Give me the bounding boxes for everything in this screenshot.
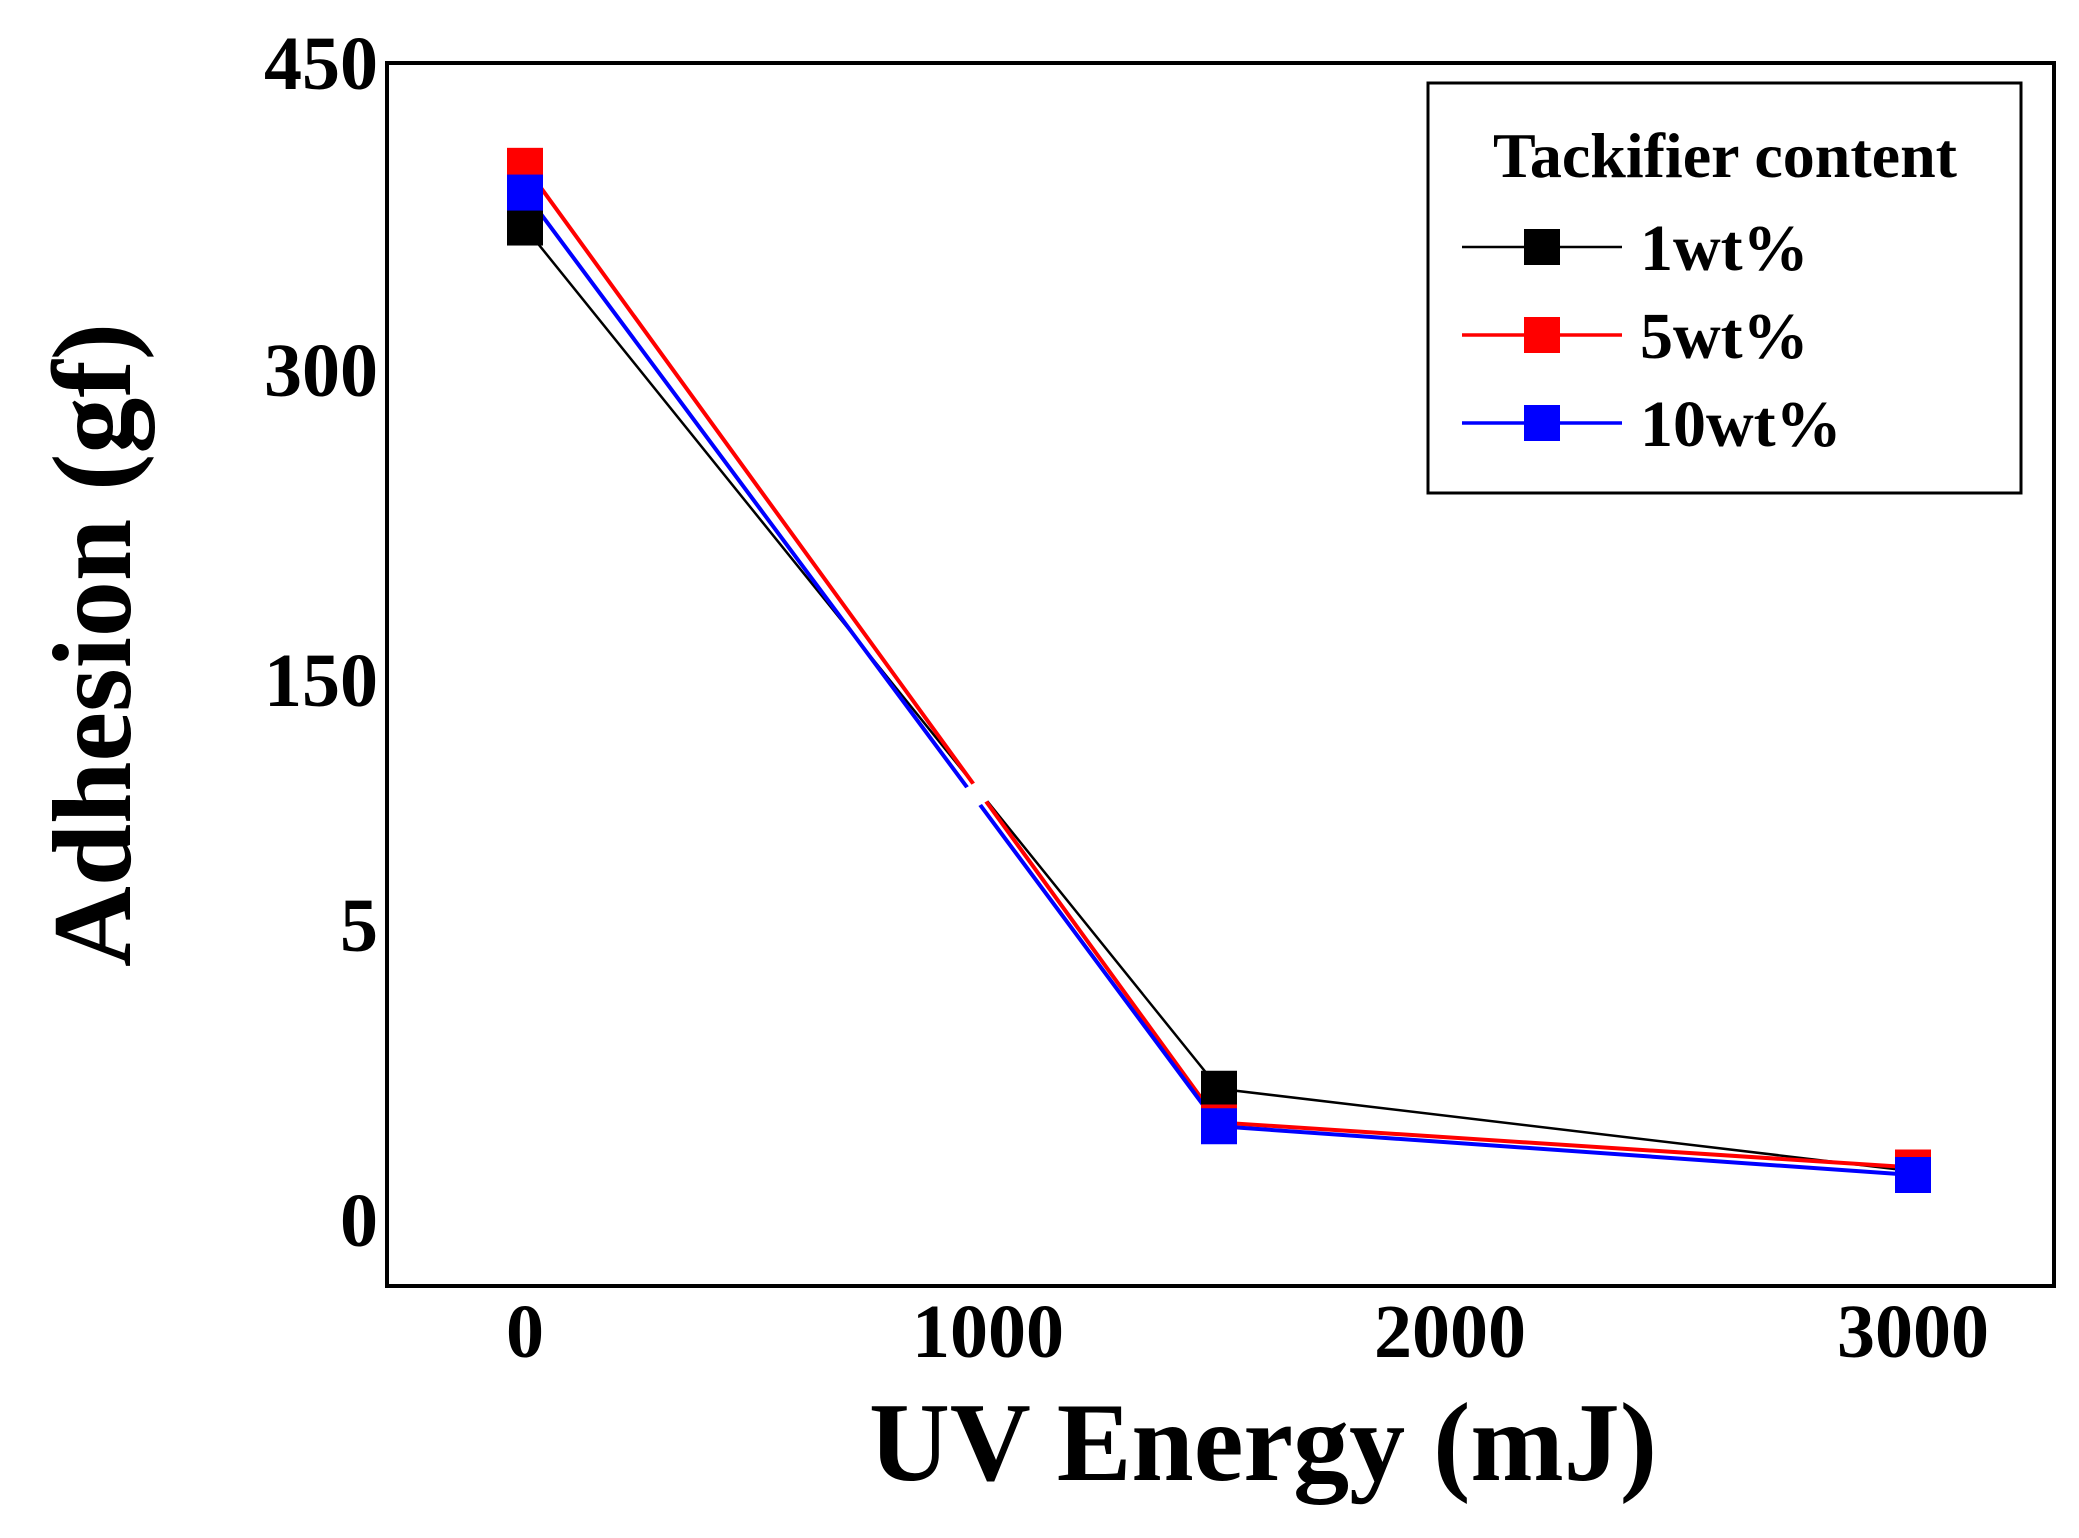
legend-marker [1524, 405, 1560, 441]
data-point-10wt% [1201, 1108, 1237, 1145]
legend-title: Tackifier content [1493, 120, 1958, 191]
series-markers [507, 147, 1931, 1193]
legend-label: 5wt% [1640, 300, 1809, 373]
axis-break [957, 773, 1001, 813]
x-axis-title: UV Energy (mJ) [869, 1381, 1657, 1505]
x-axis: 0 1000 2000 3000 [506, 1290, 1989, 1374]
y-tick-label: 0 [340, 1179, 378, 1263]
y-tick-label: 150 [264, 639, 378, 723]
data-point-1wt% [507, 209, 543, 246]
plot-frame [385, 61, 2056, 1288]
axis-break-gap [957, 773, 1001, 813]
x-tick-label: 1000 [912, 1290, 1064, 1374]
legend-label: 1wt% [1640, 212, 1809, 285]
legend-items: 1wt% 5wt% 10wt% [1462, 212, 1842, 461]
x-tick-label: 3000 [1837, 1290, 1989, 1374]
data-point-10wt% [507, 174, 543, 211]
y-axis: 450 300 150 5 0 [264, 22, 378, 1263]
y-tick-label: 450 [264, 22, 378, 106]
y-axis-title: Adhesion (gf) [31, 323, 155, 967]
legend-marker [1524, 317, 1560, 353]
data-point-10wt% [1895, 1157, 1931, 1193]
legend: Tackifier content 1wt% 5wt% 10wt% [1426, 81, 2023, 495]
y-tick-label: 5 [340, 884, 378, 968]
legend-marker [1524, 229, 1560, 265]
x-tick-label: 2000 [1374, 1290, 1526, 1374]
data-point-1wt% [1201, 1070, 1237, 1107]
x-tick-label: 0 [506, 1290, 544, 1374]
legend-label: 10wt% [1640, 388, 1842, 461]
y-tick-label: 300 [264, 329, 378, 413]
